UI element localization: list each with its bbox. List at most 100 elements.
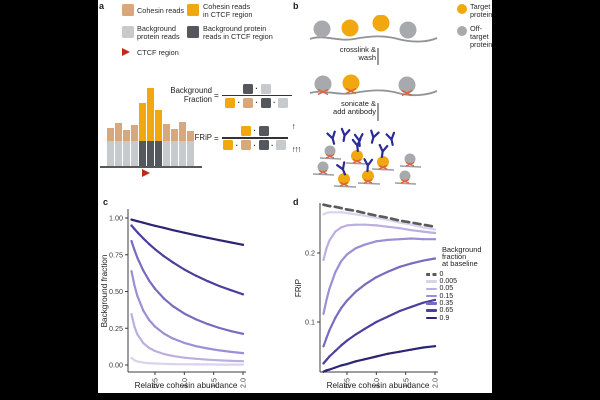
antibody-icon: [377, 143, 389, 159]
pileup-bar-peak: [147, 88, 154, 166]
y-tick-label: 0.00: [109, 361, 123, 370]
light-gray-square: [278, 97, 289, 108]
fragment-off-target: [312, 161, 335, 176]
off-target-protein: [399, 21, 417, 39]
series-0.65: [130, 224, 245, 296]
series-0.35: [130, 240, 245, 335]
crosslink-wash-label: crosslink & wash: [339, 45, 376, 62]
crosslink-icon: [345, 87, 357, 95]
fragments: [312, 138, 422, 188]
frip-numerator: ·: [240, 124, 269, 137]
pileup-bar-flank: [131, 125, 138, 166]
fragment-target-bound: [333, 161, 357, 188]
chart-d: 0.1 0.2 0.5 1.0 1.5 2.0 FRiP Relative cohesin a…: [294, 203, 440, 390]
frip-formula: FRiP = · · · ·: [158, 121, 302, 154]
frip-arrows: ↑ ↑↑↑: [291, 121, 302, 154]
tan-square: [240, 140, 251, 151]
legend-swatch: [426, 302, 437, 305]
pileup-bar-flank: [163, 124, 170, 166]
legend-swatch: [426, 316, 437, 320]
antibody-icon: [326, 130, 339, 146]
dark-gray-square: [258, 125, 269, 136]
legend-entry-0.15: 0.15: [426, 293, 492, 300]
up-arrow-icon: ↑: [291, 121, 296, 131]
series-0.05: [322, 223, 437, 261]
light-gray-square: [276, 140, 287, 151]
free-antibodies: [326, 127, 398, 148]
equals-sign: =: [214, 133, 219, 143]
series-0.15: [322, 237, 437, 315]
fragment-off-target: [394, 170, 417, 185]
orange-square: [240, 125, 251, 136]
antibody-icon: [367, 129, 380, 145]
legend-swatch: [426, 309, 437, 313]
series-0.35: [322, 257, 437, 348]
light-gray-square: [260, 83, 271, 94]
bf-numerator: ·: [242, 82, 271, 95]
panel-b-label: b: [293, 1, 299, 11]
orange-square: [225, 97, 236, 108]
dot-separator: ·: [253, 140, 256, 150]
series-0.15: [130, 270, 245, 355]
background-reads-label: Background protein reads: [137, 24, 180, 41]
y-tick-label: 0.2: [305, 249, 315, 258]
x-tick-label: 0.5: [151, 378, 160, 388]
y-tick-label: 1.00: [109, 214, 123, 223]
legend-swatch: [426, 287, 437, 291]
dot-separator: ·: [235, 140, 239, 150]
antibody-icon: [338, 127, 351, 143]
dot-separator: ·: [237, 98, 241, 108]
pileup-bar-flank: [123, 130, 130, 166]
target-protein: [342, 74, 360, 92]
cohesin-reads-ctcf-label: Cohesin reads in CTCF region: [203, 2, 253, 19]
legend-entry-label: 0.05: [439, 285, 454, 293]
antibody-icon: [385, 131, 398, 147]
dot-separator: ·: [255, 84, 258, 93]
panel-c-label: c: [103, 197, 109, 207]
crosslink-icon: [401, 89, 413, 97]
dot-separator: ·: [255, 98, 258, 108]
background-reads-ctcf-label: Background protein reads in CTCF region: [203, 24, 273, 41]
fraction-line: [221, 95, 292, 97]
y-axis-title: FRiP: [294, 278, 303, 297]
background-fraction-formula: Background Fraction = · · · ·: [158, 82, 292, 109]
target-protein: [341, 19, 359, 37]
fragment-target-bound: [345, 138, 369, 165]
legend-entry-label: 0.005: [439, 278, 458, 286]
y-axis-title: Background fraction: [100, 254, 109, 327]
pileup-bar-flank: [171, 129, 178, 166]
legend-swatch: [426, 294, 437, 298]
legend-entry-0.65: 0.65: [426, 307, 492, 314]
chart-c: 0.00 0.25 0.50 0.75 1.00 0.5 1.0 1.5 2.0 Backgrou…: [100, 209, 248, 390]
read-pileup: [107, 87, 197, 166]
triple-up-arrow-icon: ↑↑↑: [291, 144, 302, 154]
pileup-axis: [100, 166, 202, 168]
frip-formula-label: FRiP: [194, 132, 212, 142]
legend-swatch: [426, 280, 437, 283]
tan-square: [242, 97, 253, 108]
x-axis-title: Relative cohesin abundance: [135, 381, 238, 390]
pileup-bar-flank: [187, 131, 194, 166]
legend-entry-0: 0: [426, 271, 492, 278]
x-tick-label: 0.5: [343, 378, 352, 388]
off-target-protein: [313, 20, 331, 38]
series-0.9: [322, 345, 437, 373]
x-tick-label: 2.0: [431, 378, 440, 388]
dark-gray-square: [258, 140, 269, 151]
figure-paper: a Cohesin reads Cohesin reads in CTCF re…: [98, 0, 492, 393]
legend-entry-label: 0: [439, 270, 444, 278]
dot-separator: ·: [253, 126, 256, 136]
target-protein: [372, 15, 390, 32]
legend-entry-label: 0.15: [439, 292, 454, 300]
chart-legend-title: Background fraction at baseline: [442, 245, 482, 269]
off-target-protein: [314, 75, 332, 93]
x-tick-label: 1.5: [209, 378, 218, 388]
pileup-bar-flank: [107, 128, 114, 166]
legend-swatch-dashed: [426, 272, 437, 276]
pileup-ctcf-marker: [142, 169, 150, 177]
equals-sign: =: [214, 91, 219, 101]
pileup-bar-peak: [155, 110, 162, 166]
chromatin-row-crosslinked: [309, 74, 438, 97]
fragment-off-target: [399, 153, 422, 168]
legend-entry-0.35: 0.35: [426, 300, 492, 307]
